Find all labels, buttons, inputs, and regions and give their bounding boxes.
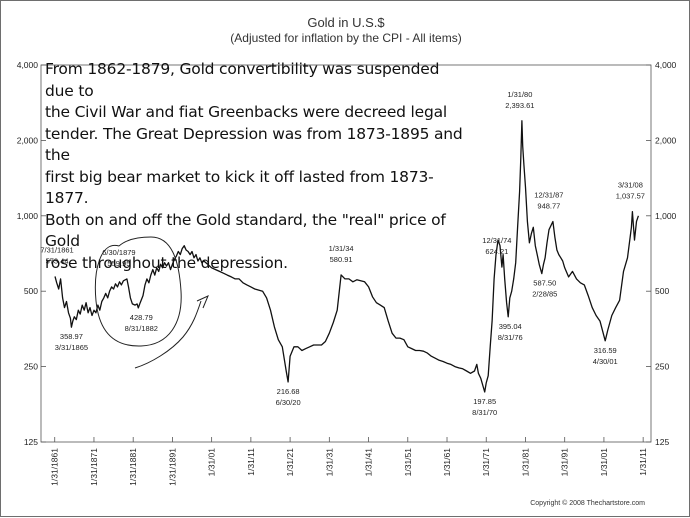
annotation-line: the Civil War and fiat Greenbacks were d… — [45, 103, 448, 121]
callout-date: 6/30/1879 — [102, 248, 135, 257]
callout-date: 1/31/34 — [329, 244, 354, 253]
callout-date: 3/31/1865 — [55, 343, 88, 352]
annotation-line: Both on and off the Gold standard, the "… — [45, 210, 446, 251]
callout-value: 428.79 — [130, 313, 153, 322]
x-tick-label: 1/31/11 — [246, 448, 256, 476]
x-tick-label: 1/31/1891 — [167, 448, 177, 486]
y-tick-label-right: 250 — [655, 362, 669, 372]
callout-date: 1/31/80 — [507, 90, 532, 99]
callout-value: 559.95 — [107, 259, 130, 268]
plot-area-border — [40, 64, 652, 443]
annotation-line: From 1862-1879, Gold convertibility was … — [45, 60, 440, 100]
x-tick-label: 1/31/81 — [520, 448, 530, 477]
gold-price-line — [54, 120, 640, 393]
highlight-arrow-head — [196, 295, 209, 309]
x-tick-label: 1/31/1861 — [50, 448, 60, 486]
y-tick-label-left: 1,000 — [17, 211, 39, 221]
x-tick-label: 1/31/31 — [324, 448, 334, 477]
y-tick-label-left: 250 — [24, 362, 38, 372]
callout-value: 1,037.57 — [616, 192, 645, 201]
x-tick-label: 1/31/21 — [285, 448, 295, 477]
highlight-arrow-line — [134, 300, 202, 369]
y-tick-label-right: 1,000 — [655, 211, 677, 221]
callout-value: 580.91 — [330, 255, 353, 264]
y-tick-label-left: 500 — [24, 286, 38, 296]
callout-date: 4/30/01 — [593, 357, 618, 366]
x-tick-label: 1/31/11 — [638, 448, 648, 476]
y-tick-label-left: 125 — [24, 437, 38, 447]
x-tick-label: 1/31/71 — [481, 448, 491, 477]
y-tick-label-right: 500 — [655, 286, 669, 296]
highlight-circle — [94, 236, 182, 347]
y-tick-label-left: 2,000 — [17, 135, 39, 145]
x-tick-label: 1/31/01 — [599, 448, 609, 477]
y-tick-label-right: 2,000 — [655, 135, 677, 145]
x-tick-label: 1/31/51 — [403, 448, 413, 477]
x-tick-label: 1/31/61 — [442, 448, 452, 477]
callout-value: 358.97 — [60, 332, 83, 341]
callout-date: 8/31/70 — [472, 408, 497, 417]
x-tick-label: 1/31/1881 — [128, 448, 138, 486]
callout-value: 948.77 — [537, 201, 560, 210]
x-tick-label: 1/31/91 — [560, 448, 570, 477]
annotation-line: first big bear market to kick it off las… — [45, 167, 434, 208]
x-tick-label: 1/31/41 — [364, 448, 374, 477]
callout-date: 3/31/08 — [618, 181, 643, 190]
callout-date: 8/31/1882 — [125, 324, 158, 333]
y-tick-label-left: 4,000 — [17, 60, 39, 70]
callout-value: 216.68 — [277, 387, 300, 396]
callout-date: 7/31/1861 — [40, 245, 73, 254]
y-tick-label-right: 4,000 — [655, 60, 677, 70]
annotation-text: From 1862-1879, Gold convertibility was … — [45, 59, 469, 274]
callout-date: 8/31/76 — [498, 333, 523, 342]
callout-value: 197.85 — [473, 397, 496, 406]
x-tick-label: 1/31/1871 — [89, 448, 99, 486]
callout-value: 316.59 — [594, 346, 617, 355]
callout-date: 12/31/74 — [482, 236, 511, 245]
chart-title: Gold in U.S.$ — [307, 15, 385, 30]
x-tick-label: 1/31/01 — [207, 448, 217, 477]
callout-date: 6/30/20 — [276, 398, 301, 407]
annotation-line: tender. The Great Depression was from 18… — [45, 124, 463, 165]
callout-value: 395.04 — [499, 322, 522, 331]
copyright-text: Copyright © 2008 Thechartstore.com — [530, 500, 645, 507]
callout-value: 573.44 — [46, 256, 69, 265]
callout-value: 624.21 — [485, 247, 508, 256]
chart-subtitle: (Adjusted for inflation by the CPI - All… — [230, 31, 462, 45]
callout-date: 12/31/87 — [534, 190, 563, 199]
callout-value: 587.50 — [533, 279, 556, 288]
y-tick-label-right: 125 — [655, 437, 669, 447]
callout-value: 2,393.61 — [505, 101, 534, 110]
annotation-line: rose throughout the depression. — [45, 253, 288, 272]
callout-date: 2/28/85 — [532, 290, 557, 299]
